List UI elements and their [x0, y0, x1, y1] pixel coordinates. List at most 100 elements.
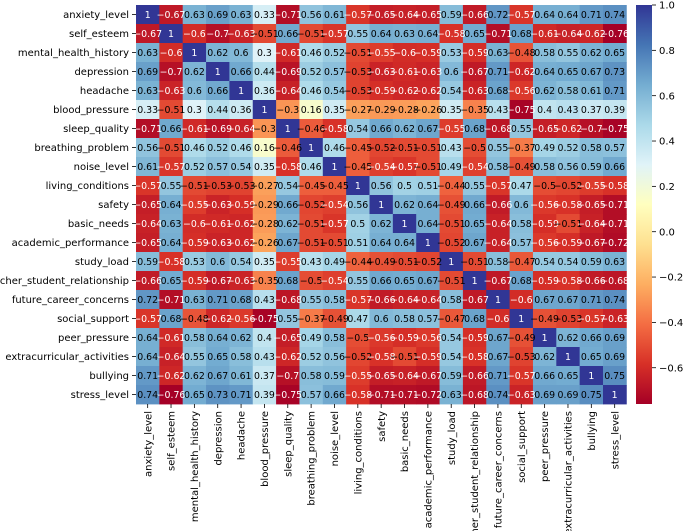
- heatmap-cell: [486, 119, 510, 139]
- heatmap-cell: [369, 214, 394, 234]
- y-tick-label: mental_health_history: [18, 48, 129, 59]
- heatmap-cell: [182, 119, 207, 139]
- cell-value-label: 0.66: [604, 162, 625, 173]
- heatmap-cell: [486, 347, 510, 367]
- heatmap-cell: [252, 157, 277, 177]
- cell-value-label: −0.69: [203, 124, 232, 135]
- heatmap-cell: [229, 176, 254, 196]
- heatmap-cell: [252, 385, 277, 405]
- heatmap-cell: [136, 366, 160, 386]
- heatmap-cell: [486, 214, 510, 234]
- cell-value-label: −0.64: [273, 86, 302, 97]
- heatmap-cell: [462, 252, 487, 272]
- cell-value-label: −0.52: [437, 238, 466, 249]
- heatmap-cell: [182, 24, 207, 44]
- heatmap-cell: [509, 233, 534, 253]
- heatmap-cell: [532, 195, 557, 215]
- heatmap-cell: [322, 328, 347, 348]
- heatmap-cell: [462, 5, 487, 25]
- cell-value-label: −0.63: [227, 29, 256, 40]
- heatmap-cell: [369, 176, 394, 196]
- cell-value-label: −0.55: [343, 371, 372, 382]
- heatmap-cell: [276, 252, 300, 272]
- cell-value-label: −0.62: [203, 314, 232, 325]
- heatmap-cell: [439, 24, 464, 44]
- cell-value-label: 0.46: [231, 143, 252, 154]
- cell-value-label: 0.62: [558, 333, 579, 344]
- cell-value-label: −0.62: [273, 352, 302, 363]
- heatmap-cell: [276, 195, 300, 215]
- heatmap-cell: [182, 328, 207, 348]
- cell-value-label: 0.63: [604, 257, 625, 268]
- heatmap-cell: [136, 176, 160, 196]
- heatmap-cell: [136, 252, 160, 272]
- cell-value-label: −0.45: [343, 162, 372, 173]
- heatmap-cell: [229, 81, 254, 101]
- cell-value-label: 0.63: [394, 29, 415, 40]
- cell-value-label: −0.55: [180, 200, 209, 211]
- heatmap-cell: [276, 138, 300, 158]
- heatmap-cell: [486, 385, 510, 405]
- cell-value-label: 0.65: [184, 390, 205, 401]
- heatmap-cell: [509, 328, 534, 348]
- heatmap-cell: [532, 138, 557, 158]
- cell-value-label: 0.64: [534, 67, 555, 78]
- heatmap-cell: [603, 271, 627, 291]
- heatmap-cell: [276, 81, 300, 101]
- cell-value-label: 0.54: [231, 257, 252, 268]
- heatmap-cell: [556, 81, 581, 101]
- cell-value-label: −0.5: [346, 333, 369, 344]
- cell-value-label: 0.4: [537, 105, 552, 116]
- cell-value-label: 1: [238, 86, 244, 97]
- cell-value-label: 0.62: [394, 200, 415, 211]
- heatmap-cell: [322, 119, 347, 139]
- cell-value-label: −0.51: [180, 181, 209, 192]
- cell-value-label: 0.66: [324, 390, 345, 401]
- cell-value-label: 0.67: [417, 124, 438, 135]
- heatmap-cell: [346, 62, 370, 82]
- cell-value-label: −0.61: [157, 333, 186, 344]
- heatmap-cell: [556, 309, 581, 329]
- cell-value-label: 0.69: [604, 333, 625, 344]
- cell-value-label: 0.66: [207, 86, 228, 97]
- cell-value-label: 0.56: [558, 162, 579, 173]
- y-tick-label: safety: [98, 200, 129, 211]
- heatmap-cell: [299, 385, 324, 405]
- cell-value-label: 0.46: [301, 86, 322, 97]
- heatmap-cell: [556, 195, 581, 215]
- heatmap-cell: [276, 62, 300, 82]
- cell-value-label: 0.39: [254, 390, 275, 401]
- heatmap-cell: [579, 176, 604, 196]
- cell-value-label: 1: [215, 67, 221, 78]
- cell-value-label: 0.57: [604, 143, 625, 154]
- heatmap-cell: [556, 62, 581, 82]
- heatmap-cell: [509, 385, 534, 405]
- heatmap-cell: [392, 366, 417, 386]
- heatmap-cell: [369, 43, 394, 63]
- cell-value-label: 0.68: [277, 276, 298, 287]
- cell-value-label: 0.61: [137, 162, 158, 173]
- heatmap-cell: [252, 290, 277, 310]
- cell-value-label: −0.61: [273, 48, 302, 59]
- heatmap-cell: [603, 62, 627, 82]
- heatmap-cell: [509, 195, 534, 215]
- heatmap-cell: [252, 195, 277, 215]
- cell-value-label: −0.61: [180, 124, 209, 135]
- cell-value-label: −0.49: [437, 200, 466, 211]
- heatmap-cell: [299, 328, 324, 348]
- cell-value-label: 0.59: [441, 371, 462, 382]
- heatmap-cell: [229, 271, 254, 291]
- cell-value-label: 0.43: [301, 257, 322, 268]
- cell-value-label: 0.71: [137, 371, 158, 382]
- cell-value-label: −0.63: [157, 86, 186, 97]
- heatmap-cell: [276, 157, 300, 177]
- heatmap-cell: [159, 328, 184, 348]
- cell-value-label: −0.72: [600, 238, 629, 249]
- cell-value-label: 0.58: [184, 333, 205, 344]
- heatmap-cell: [159, 24, 184, 44]
- cell-value-label: 1: [495, 295, 501, 306]
- cell-value-label: −0.59: [554, 238, 583, 249]
- heatmap-cell: [416, 252, 440, 272]
- heatmap-cell: [579, 157, 604, 177]
- cell-value-label: 0.62: [534, 352, 555, 363]
